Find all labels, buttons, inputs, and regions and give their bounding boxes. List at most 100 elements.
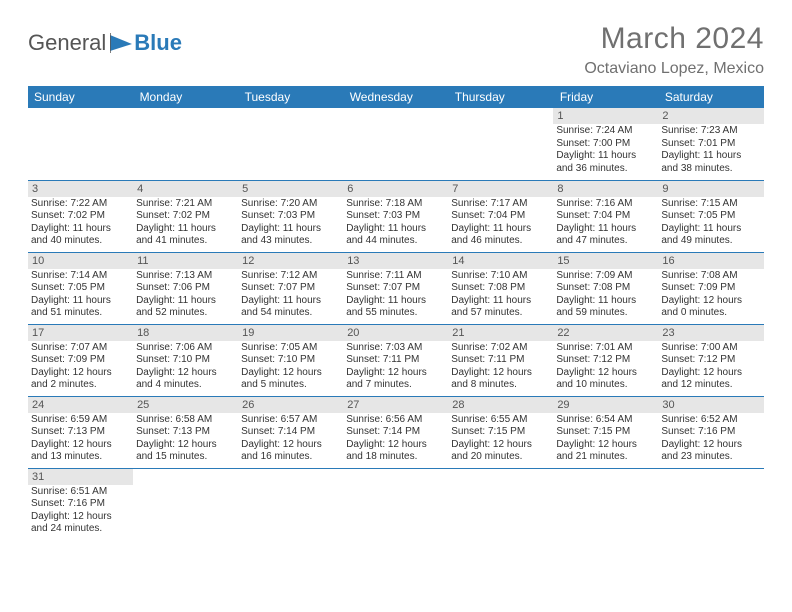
day-details: Sunrise: 7:11 AMSunset: 7:07 PMDaylight:… — [343, 269, 448, 320]
day-number: 28 — [448, 397, 553, 413]
calendar-cell: 2Sunrise: 7:23 AMSunset: 7:01 PMDaylight… — [658, 108, 763, 180]
calendar-cell: 9Sunrise: 7:15 AMSunset: 7:05 PMDaylight… — [658, 180, 763, 252]
calendar-week-row: 10Sunrise: 7:14 AMSunset: 7:05 PMDayligh… — [28, 252, 764, 324]
day-number: 2 — [658, 108, 763, 124]
day-details: Sunrise: 7:14 AMSunset: 7:05 PMDaylight:… — [28, 269, 133, 320]
day-details: Sunrise: 6:57 AMSunset: 7:14 PMDaylight:… — [238, 413, 343, 464]
day-number: 9 — [658, 181, 763, 197]
calendar-cell: 18Sunrise: 7:06 AMSunset: 7:10 PMDayligh… — [133, 324, 238, 396]
day-number: 18 — [133, 325, 238, 341]
calendar-cell: 5Sunrise: 7:20 AMSunset: 7:03 PMDaylight… — [238, 180, 343, 252]
calendar-cell — [553, 468, 658, 540]
day-details: Sunrise: 7:21 AMSunset: 7:02 PMDaylight:… — [133, 197, 238, 248]
calendar-cell — [238, 108, 343, 180]
day-details: Sunrise: 6:55 AMSunset: 7:15 PMDaylight:… — [448, 413, 553, 464]
day-details: Sunrise: 7:00 AMSunset: 7:12 PMDaylight:… — [658, 341, 763, 392]
day-details: Sunrise: 7:07 AMSunset: 7:09 PMDaylight:… — [28, 341, 133, 392]
day-number: 30 — [658, 397, 763, 413]
calendar-cell: 20Sunrise: 7:03 AMSunset: 7:11 PMDayligh… — [343, 324, 448, 396]
day-details: Sunrise: 7:08 AMSunset: 7:09 PMDaylight:… — [658, 269, 763, 320]
calendar-cell: 13Sunrise: 7:11 AMSunset: 7:07 PMDayligh… — [343, 252, 448, 324]
calendar-cell: 15Sunrise: 7:09 AMSunset: 7:08 PMDayligh… — [553, 252, 658, 324]
brand-logo: General Blue — [28, 30, 182, 56]
day-details: Sunrise: 7:22 AMSunset: 7:02 PMDaylight:… — [28, 197, 133, 248]
calendar-cell: 10Sunrise: 7:14 AMSunset: 7:05 PMDayligh… — [28, 252, 133, 324]
day-details: Sunrise: 7:12 AMSunset: 7:07 PMDaylight:… — [238, 269, 343, 320]
calendar-cell: 31Sunrise: 6:51 AMSunset: 7:16 PMDayligh… — [28, 468, 133, 540]
calendar-cell: 27Sunrise: 6:56 AMSunset: 7:14 PMDayligh… — [343, 396, 448, 468]
calendar-table: SundayMondayTuesdayWednesdayThursdayFrid… — [28, 86, 764, 540]
weekday-header: Monday — [133, 86, 238, 108]
calendar-cell: 16Sunrise: 7:08 AMSunset: 7:09 PMDayligh… — [658, 252, 763, 324]
day-number: 13 — [343, 253, 448, 269]
calendar-cell: 25Sunrise: 6:58 AMSunset: 7:13 PMDayligh… — [133, 396, 238, 468]
weekday-header: Saturday — [658, 86, 763, 108]
day-details: Sunrise: 7:10 AMSunset: 7:08 PMDaylight:… — [448, 269, 553, 320]
calendar-week-row: 17Sunrise: 7:07 AMSunset: 7:09 PMDayligh… — [28, 324, 764, 396]
calendar-cell — [448, 108, 553, 180]
weekday-header: Sunday — [28, 86, 133, 108]
day-details: Sunrise: 6:58 AMSunset: 7:13 PMDaylight:… — [133, 413, 238, 464]
calendar-cell — [343, 468, 448, 540]
calendar-cell — [658, 468, 763, 540]
day-details: Sunrise: 7:20 AMSunset: 7:03 PMDaylight:… — [238, 197, 343, 248]
day-number: 17 — [28, 325, 133, 341]
day-number: 27 — [343, 397, 448, 413]
day-details: Sunrise: 6:52 AMSunset: 7:16 PMDaylight:… — [658, 413, 763, 464]
calendar-cell — [343, 108, 448, 180]
day-details: Sunrise: 7:01 AMSunset: 7:12 PMDaylight:… — [553, 341, 658, 392]
calendar-week-row: 3Sunrise: 7:22 AMSunset: 7:02 PMDaylight… — [28, 180, 764, 252]
day-details: Sunrise: 7:24 AMSunset: 7:00 PMDaylight:… — [553, 124, 658, 175]
day-number: 29 — [553, 397, 658, 413]
day-details: Sunrise: 7:06 AMSunset: 7:10 PMDaylight:… — [133, 341, 238, 392]
day-number: 15 — [553, 253, 658, 269]
calendar-cell: 22Sunrise: 7:01 AMSunset: 7:12 PMDayligh… — [553, 324, 658, 396]
day-number: 6 — [343, 181, 448, 197]
calendar-body: 1Sunrise: 7:24 AMSunset: 7:00 PMDaylight… — [28, 108, 764, 540]
calendar-cell: 21Sunrise: 7:02 AMSunset: 7:11 PMDayligh… — [448, 324, 553, 396]
day-details: Sunrise: 6:54 AMSunset: 7:15 PMDaylight:… — [553, 413, 658, 464]
header: General Blue March 2024 Octaviano Lopez,… — [28, 22, 764, 78]
calendar-cell: 26Sunrise: 6:57 AMSunset: 7:14 PMDayligh… — [238, 396, 343, 468]
day-details: Sunrise: 7:15 AMSunset: 7:05 PMDaylight:… — [658, 197, 763, 248]
month-title: March 2024 — [584, 22, 764, 56]
day-details: Sunrise: 6:51 AMSunset: 7:16 PMDaylight:… — [28, 485, 133, 536]
day-details: Sunrise: 6:56 AMSunset: 7:14 PMDaylight:… — [343, 413, 448, 464]
flag-icon — [110, 33, 134, 53]
day-number: 23 — [658, 325, 763, 341]
brand-word-2: Blue — [134, 30, 182, 56]
day-details: Sunrise: 7:23 AMSunset: 7:01 PMDaylight:… — [658, 124, 763, 175]
day-details: Sunrise: 7:09 AMSunset: 7:08 PMDaylight:… — [553, 269, 658, 320]
calendar-cell: 28Sunrise: 6:55 AMSunset: 7:15 PMDayligh… — [448, 396, 553, 468]
title-block: March 2024 Octaviano Lopez, Mexico — [584, 22, 764, 78]
calendar-cell: 3Sunrise: 7:22 AMSunset: 7:02 PMDaylight… — [28, 180, 133, 252]
day-details: Sunrise: 7:02 AMSunset: 7:11 PMDaylight:… — [448, 341, 553, 392]
day-number: 10 — [28, 253, 133, 269]
calendar-cell: 7Sunrise: 7:17 AMSunset: 7:04 PMDaylight… — [448, 180, 553, 252]
calendar-cell: 1Sunrise: 7:24 AMSunset: 7:00 PMDaylight… — [553, 108, 658, 180]
calendar-cell: 12Sunrise: 7:12 AMSunset: 7:07 PMDayligh… — [238, 252, 343, 324]
brand-word-1: General — [28, 30, 106, 56]
calendar-cell: 6Sunrise: 7:18 AMSunset: 7:03 PMDaylight… — [343, 180, 448, 252]
day-details: Sunrise: 7:18 AMSunset: 7:03 PMDaylight:… — [343, 197, 448, 248]
day-number: 3 — [28, 181, 133, 197]
calendar-cell: 23Sunrise: 7:00 AMSunset: 7:12 PMDayligh… — [658, 324, 763, 396]
calendar-week-row: 24Sunrise: 6:59 AMSunset: 7:13 PMDayligh… — [28, 396, 764, 468]
day-number: 4 — [133, 181, 238, 197]
weekday-header: Thursday — [448, 86, 553, 108]
calendar-cell — [133, 108, 238, 180]
day-number: 5 — [238, 181, 343, 197]
calendar-week-row: 1Sunrise: 7:24 AMSunset: 7:00 PMDaylight… — [28, 108, 764, 180]
calendar-cell — [238, 468, 343, 540]
day-number: 16 — [658, 253, 763, 269]
calendar-cell: 11Sunrise: 7:13 AMSunset: 7:06 PMDayligh… — [133, 252, 238, 324]
day-number: 22 — [553, 325, 658, 341]
day-details: Sunrise: 7:05 AMSunset: 7:10 PMDaylight:… — [238, 341, 343, 392]
calendar-cell — [133, 468, 238, 540]
day-number: 24 — [28, 397, 133, 413]
day-details: Sunrise: 7:17 AMSunset: 7:04 PMDaylight:… — [448, 197, 553, 248]
calendar-cell — [28, 108, 133, 180]
day-details: Sunrise: 7:13 AMSunset: 7:06 PMDaylight:… — [133, 269, 238, 320]
day-details: Sunrise: 6:59 AMSunset: 7:13 PMDaylight:… — [28, 413, 133, 464]
day-number: 19 — [238, 325, 343, 341]
